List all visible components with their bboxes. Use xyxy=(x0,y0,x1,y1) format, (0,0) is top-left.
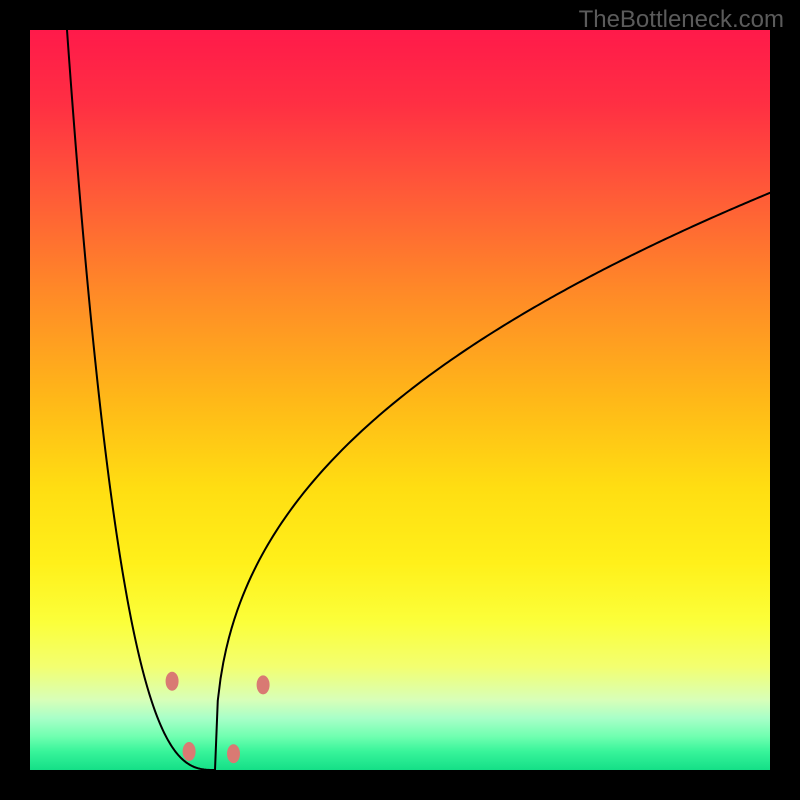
curve-marker-0 xyxy=(166,672,178,690)
curve-marker-3 xyxy=(257,676,269,694)
chart-svg xyxy=(0,0,800,800)
curve-marker-1 xyxy=(183,743,195,761)
watermark-text: TheBottleneck.com xyxy=(579,6,784,34)
plot-gradient-area xyxy=(30,30,770,770)
curve-marker-2 xyxy=(228,745,240,763)
chart-root: TheBottleneck.com xyxy=(0,0,800,800)
